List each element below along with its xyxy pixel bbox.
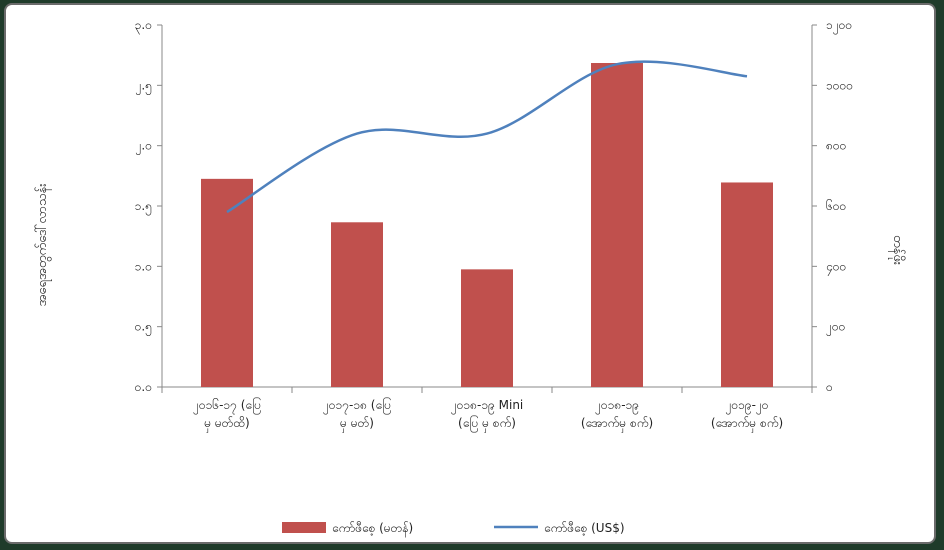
category-label: ၂၀၁၇-၁၈ (ပြေမှ မတ်) xyxy=(323,396,391,433)
chart: ၀.၀ ၀.၅ ၁.၀ ၁.၅ ၂.၀ ၂.၅ ၃.၀ ၀ ၂၀၀ ၄၀၀ ၆၀၀ ၈၀၀ ၁၀၀၀ ၁… xyxy=(6,5,938,546)
category-label: ၂၀၁၆-၁၇ (ပြေမှ မတ်ထိ) xyxy=(193,396,261,433)
category-label: ၂၀၁၉-၂၀(အောက်မှ စက်) xyxy=(711,398,783,433)
right-tick-label: ၈၀၀ xyxy=(826,139,846,153)
right-axis-title: တန်ဖိုး xyxy=(888,235,906,265)
bar xyxy=(331,222,383,387)
bar xyxy=(461,269,513,387)
left-tick-label: ၃.၀ xyxy=(135,18,152,35)
bar xyxy=(591,63,643,387)
right-tick-label: ၀ xyxy=(826,380,833,394)
left-tick-label: ၁.၅ xyxy=(135,199,152,216)
right-tick-label: ၄၀၀ xyxy=(826,259,846,276)
legend-label-bar: ကော်ဖီစေ့ (မတန်) xyxy=(332,520,413,538)
left-tick-label: ၀.၅ xyxy=(135,320,152,337)
right-tick-label: ၂၀၀ xyxy=(826,320,845,337)
legend-label-line: ကော်ဖီစေ့ (US$) xyxy=(544,520,625,536)
chart-frame: ၀.၀ ၀.၅ ၁.၀ ၁.၅ ၂.၀ ၂.၅ ၃.၀ ၀ ၂၀၀ ၄၀၀ ၆၀၀ ၈၀၀ ၁၀၀၀ ၁… xyxy=(4,3,936,544)
legend-swatch-bar xyxy=(282,522,326,533)
right-tick-label: ၁၀၀၀ xyxy=(826,78,853,92)
category-label: ၂၀၁၈-၁၉(အောက်မှ စက်) xyxy=(581,398,653,433)
left-tick-label: ၀.၀ xyxy=(135,380,152,394)
category-label: ၂၀၁၈-၁၉ Mini (ပြေ မှ စက်) xyxy=(451,398,524,433)
left-axis-title: အရေအတွက်ဒေါ်လာသန်း xyxy=(34,183,52,306)
bar xyxy=(721,182,773,387)
right-tick-label: ၁၂၀၀ xyxy=(826,18,852,35)
bar xyxy=(201,179,253,387)
left-tick-label: ၂.၅ xyxy=(136,78,152,95)
legend: ကော်ဖီစေ့ (မတန်) ကော်ဖီစေ့ (US$) xyxy=(282,520,625,538)
left-tick-label: ၂.၀ xyxy=(136,139,152,156)
left-tick-label: ၁.၀ xyxy=(135,259,152,273)
series-line xyxy=(227,62,747,212)
right-tick-label: ၆၀၀ xyxy=(826,198,846,213)
